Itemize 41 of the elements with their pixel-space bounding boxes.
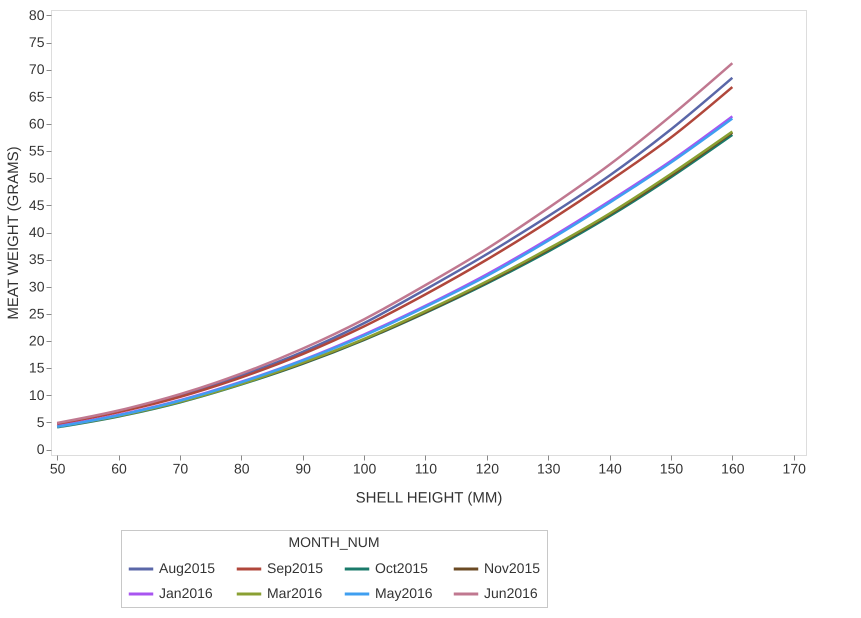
x-axis-title: SHELL HEIGHT (MM): [356, 490, 502, 506]
y-tick-label: 65: [28, 88, 45, 104]
y-tick-label: 10: [28, 386, 45, 403]
y-tick-label: 35: [28, 251, 45, 268]
y-tick-label: 40: [28, 224, 45, 240]
x-tick-label: 80: [234, 460, 250, 476]
legend-title: MONTH_NUM: [288, 534, 380, 550]
x-tick-label: 150: [660, 460, 684, 476]
x-tick-label: 130: [537, 460, 561, 476]
y-tick-label: 75: [28, 34, 45, 50]
y-tick-label: 20: [28, 332, 45, 349]
y-tick-label: 0: [36, 441, 45, 458]
x-tick-label: 50: [50, 460, 66, 476]
legend-label: Sep2015: [267, 560, 324, 576]
y-tick-label: 25: [28, 305, 45, 322]
y-tick-label: 60: [28, 115, 45, 132]
y-tick-label: 55: [28, 142, 45, 159]
x-tick-label: 90: [295, 460, 312, 476]
legend-label: Mar2016: [267, 585, 322, 601]
y-axis-title: MEAT WEIGHT (GRAMS): [4, 146, 22, 320]
y-tick-label: 50: [28, 170, 45, 186]
y-tick-label: 70: [28, 61, 45, 78]
legend-label: Jan2016: [159, 585, 213, 601]
x-tick-label: 120: [476, 460, 500, 476]
legend-label: Nov2015: [484, 560, 540, 576]
legend-label: Aug2015: [159, 560, 216, 576]
x-tick-label: 60: [111, 460, 128, 476]
legend-label: May2016: [375, 585, 433, 601]
y-tick-label: 30: [28, 278, 45, 294]
y-tick-label: 15: [28, 360, 45, 376]
x-tick-label: 140: [598, 460, 622, 476]
y-tick-label: 80: [28, 6, 45, 23]
x-tick-label: 100: [352, 460, 376, 476]
x-tick-label: 170: [782, 460, 806, 476]
x-tick-label: 70: [172, 460, 188, 476]
legend-label: Oct2015: [375, 560, 428, 576]
x-tick-label: 110: [414, 460, 438, 476]
legend-label: Jun2016: [484, 585, 538, 601]
y-tick-label: 45: [28, 196, 45, 213]
x-tick-label: 160: [721, 460, 745, 476]
y-tick-label: 5: [36, 414, 45, 430]
